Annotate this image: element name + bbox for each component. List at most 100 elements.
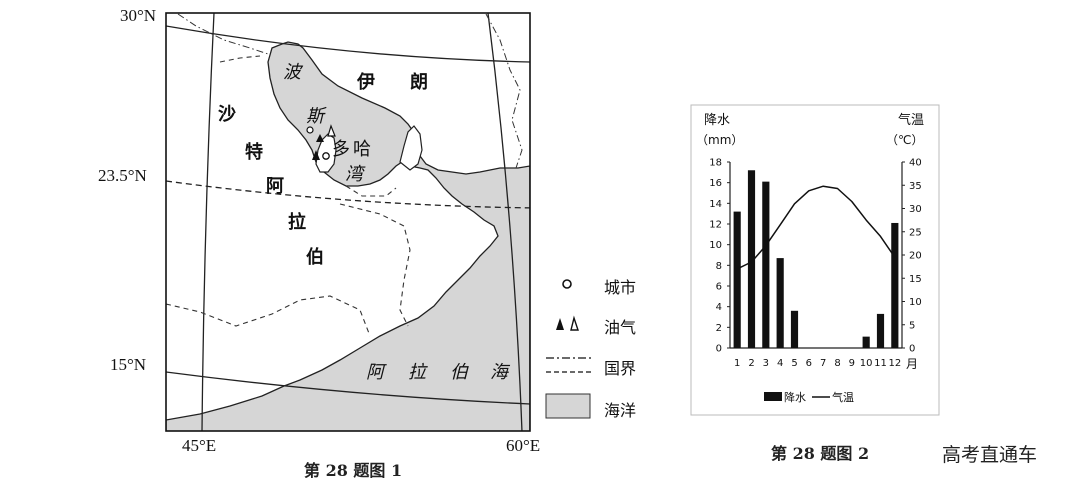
x-tick-label: 9 [849, 358, 855, 369]
legend-oil-icon [556, 318, 564, 330]
climate-chart-svg: 0246810121416180510152025303540降水（mm）气温（… [690, 104, 940, 416]
map-legend: 城市 油气 国界 海洋 [540, 268, 670, 428]
right-tick-label: 25 [909, 227, 922, 238]
left-tick-label: 14 [709, 199, 722, 210]
label-saudi-5: 伯 [306, 247, 324, 268]
label-persian-gulf-2: 斯 [306, 106, 324, 127]
legend-city-label: 城市 [604, 278, 637, 297]
x-tick-label: 3 [763, 358, 769, 369]
oil-gas-symbols [312, 124, 336, 160]
right-tick-label: 35 [909, 181, 922, 192]
label-arabian-sea-1: 阿 [366, 362, 384, 383]
left-tick-label: 16 [709, 178, 722, 189]
x-tick-label: 5 [791, 358, 797, 369]
precip-bar [733, 211, 741, 348]
label-persian-gulf-3: 湾 [345, 164, 363, 185]
border-iraq-iran [177, 13, 269, 55]
x-tick-label: 2 [748, 358, 754, 369]
precip-bar [862, 336, 870, 348]
lat-label-23n: 23.5°N [98, 166, 147, 185]
graticule-45e [201, 13, 215, 431]
left-tick-label: 4 [716, 302, 722, 313]
left-tick-label: 12 [709, 220, 722, 231]
left-tick-label: 6 [716, 282, 722, 293]
musandam-peninsula [399, 125, 423, 171]
label-saudi-2: 特 [245, 142, 263, 163]
right-tick-label: 5 [909, 320, 915, 331]
legend-border-label: 国界 [604, 359, 637, 378]
x-tick-label: 6 [806, 358, 812, 369]
graticule-15n [166, 371, 530, 405]
right-tick-label: 30 [909, 204, 922, 215]
right-tick-label: 0 [909, 344, 915, 355]
label-iran-1: 伊 [357, 72, 375, 93]
x-tick-label: 1 [734, 358, 740, 369]
climate-chart: 0 2 4 6 8 10 12 14 16 18 0 5 10 15 20 25 30 35 40 降水 （mm） 气温（… [690, 104, 940, 416]
graticule-30n [166, 25, 530, 63]
map-figure: 30°N 23.5°N 15°N 45°E 60°E 波 斯 湾 伊 朗 沙 特… [98, 6, 541, 480]
left-tick-label: 8 [716, 261, 722, 272]
legend-temp-label: 气温 [832, 390, 854, 404]
city-marker [306, 126, 314, 134]
oil-symbol [316, 134, 324, 142]
precip-bar [762, 181, 770, 348]
left-axis-title: 降水 [704, 113, 730, 128]
label-persian-gulf-1: 波 [283, 62, 301, 83]
legend-ocean-label: 海洋 [604, 401, 637, 420]
label-saudi-4: 拉 [288, 212, 306, 233]
x-tick-label: 10 [860, 358, 873, 369]
precip-bar [891, 222, 899, 348]
label-doha-2: 哈 [353, 139, 371, 160]
x-tick-label: 11 [874, 358, 887, 369]
border-east [485, 13, 523, 169]
label-saudi-1: 沙 [218, 104, 236, 125]
left-tick-label: 0 [716, 344, 722, 355]
precip-bar [876, 313, 885, 348]
border-north [219, 55, 261, 63]
precip-bar [776, 258, 784, 348]
legend-ocean-swatch [545, 393, 591, 419]
left-tick-label: 10 [709, 240, 722, 251]
chart-border [690, 104, 940, 416]
border-saudi-yemen [166, 295, 371, 337]
x-tick-label: 7 [820, 358, 826, 369]
lon-label-45e: 45°E [182, 436, 217, 455]
map-caption: 第 28 题图 1 [304, 461, 403, 480]
precip-bar [747, 170, 756, 348]
city-marker [322, 152, 330, 160]
watermark-text: 高考直通车 [942, 444, 1038, 466]
x-tick-label: 4 [777, 358, 783, 369]
legend-precip-label: 降水 [784, 390, 806, 404]
oil-symbol [312, 150, 320, 160]
x-tick-label: 12 [888, 358, 901, 369]
right-axis-unit: （℃） [886, 133, 923, 147]
tropic-of-cancer [166, 180, 530, 209]
precip-bar [790, 310, 799, 348]
border-saudi-oman [339, 203, 411, 327]
border-uae [345, 185, 397, 197]
lon-label-60e: 60°E [506, 436, 541, 455]
oil-symbol [327, 124, 336, 137]
lat-label-30n: 30°N [120, 6, 157, 25]
legend-city-icon [562, 279, 572, 289]
label-doha-1: 多 [332, 139, 350, 160]
label-arabian-sea-4: 海 [490, 362, 508, 383]
x-axis-unit: 月 [906, 357, 918, 371]
right-tick-label: 20 [909, 251, 922, 262]
legend-precip-swatch [764, 392, 782, 401]
right-tick-label: 40 [909, 158, 922, 169]
label-arabian-sea-3: 伯 [450, 362, 468, 383]
right-tick-label: 10 [909, 297, 922, 308]
legend-gas-icon [570, 315, 579, 331]
graticule-60e [487, 13, 523, 431]
left-tick-label: 18 [709, 158, 722, 169]
right-axis-title: 气温 [898, 112, 924, 128]
legend-oil-label: 油气 [604, 318, 637, 337]
map-svg [165, 12, 531, 432]
left-axis-unit: （mm） [696, 133, 743, 147]
left-tick-label: 2 [716, 323, 722, 334]
temperature-line [736, 185, 896, 270]
right-tick-label: 15 [909, 274, 922, 285]
lat-label-15n: 15°N [110, 355, 147, 374]
chart-caption: 第 28 题图 2 [771, 444, 870, 463]
